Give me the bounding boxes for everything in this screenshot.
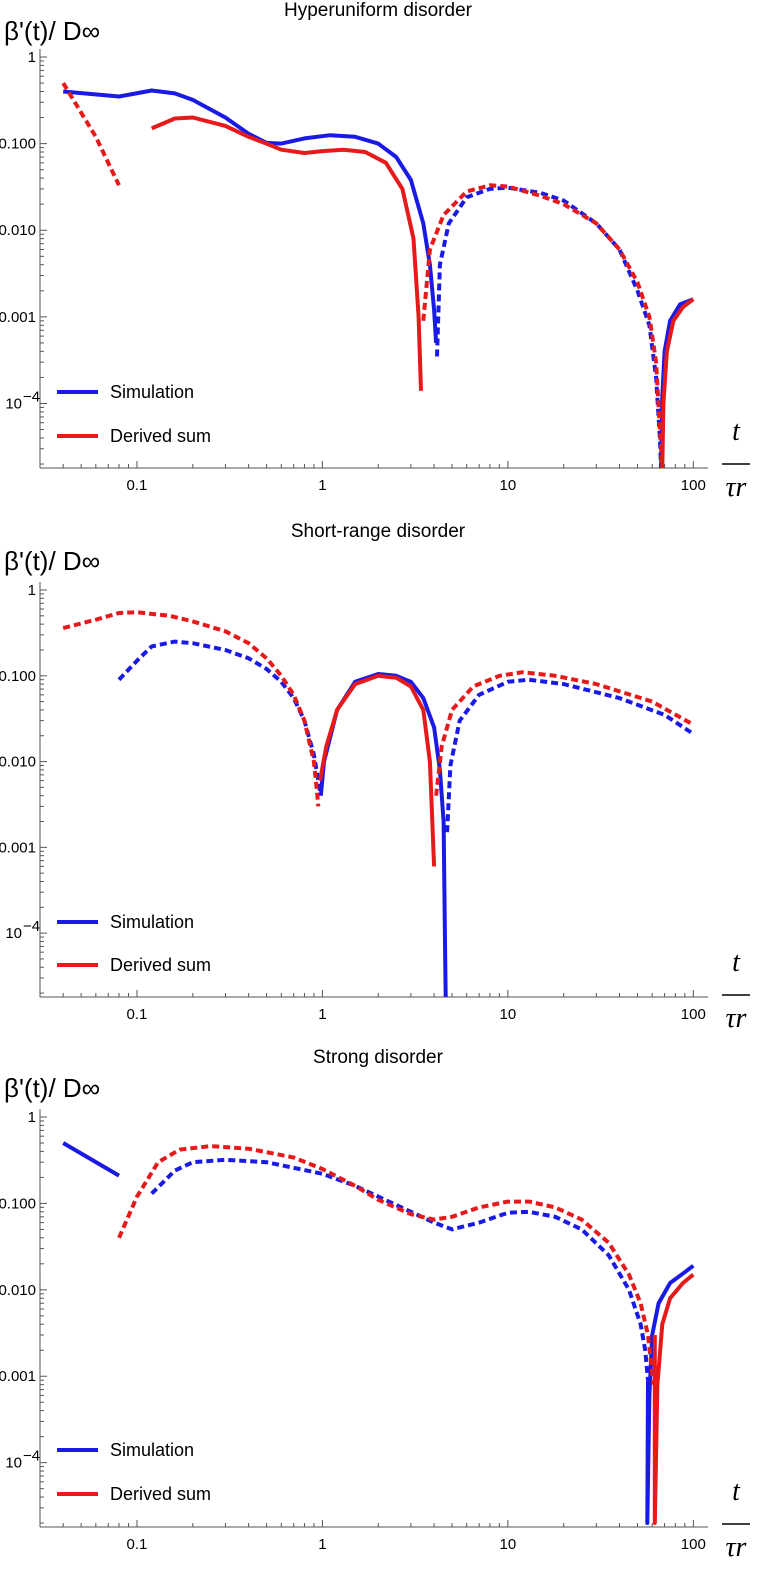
x-axis-label-numerator: t <box>732 1476 741 1507</box>
y-tick-label: 0.100 <box>0 668 36 685</box>
simulation-line-dashed <box>150 1157 650 1381</box>
legend-label: Derived sum <box>110 955 211 975</box>
derived-sum-line-dashed <box>61 82 121 187</box>
derived-sum-line-dashed <box>117 1144 656 1385</box>
x-tick-label: 1 <box>318 477 326 494</box>
panel-1: Hyperuniform disorder β'(t)/ D∞ 0.1 1 10 100 1… <box>0 0 750 503</box>
y-axis-label: β'(t)/ D∞ <box>4 16 100 46</box>
legend-label: Simulation <box>110 912 194 932</box>
derived-sum-line-solid <box>318 673 437 867</box>
derived-sum-line-dashed <box>62 610 321 807</box>
y-tick-label: 0.001 <box>0 309 36 326</box>
x-axis-label-numerator: t <box>732 947 741 978</box>
x-tick-label: 1 <box>318 1006 326 1023</box>
x-tick-label: 0.1 <box>127 1536 148 1553</box>
simulation-line-dashed <box>117 639 323 797</box>
x-tick-label: 1 <box>318 1536 326 1553</box>
x-tick-label: 100 <box>681 477 706 494</box>
x-tick-label: 10 <box>500 1006 517 1023</box>
x-tick-label: 0.1 <box>127 477 148 494</box>
simulation-line-solid <box>62 1141 121 1178</box>
chart-title: Hyperuniform disorder <box>284 0 473 21</box>
y-tick-label: 0.010 <box>0 222 36 239</box>
simulation-line-dashed <box>445 677 695 833</box>
derived-sum-line-solid <box>660 297 695 468</box>
y-tick-label: 1 <box>28 1109 36 1126</box>
legend-label: Derived sum <box>110 1484 211 1504</box>
y-tick-label: 0.010 <box>0 754 36 771</box>
series-group <box>62 610 695 997</box>
simulation-line-dashed <box>435 185 664 468</box>
y-axis-label: β'(t)/ D∞ <box>4 1073 100 1103</box>
chart-title: Short-range disorder <box>291 521 466 542</box>
derived-sum-line-solid <box>150 115 423 391</box>
x-axis-label-denominator: τr <box>726 472 747 503</box>
simulation-line-solid <box>63 88 439 344</box>
y-tick-label: 0.001 <box>0 839 36 856</box>
derived-sum-line-dashed <box>421 183 665 468</box>
chart-title: Strong disorder <box>313 1047 444 1068</box>
y-tick-label: 1 <box>28 49 36 66</box>
x-tick-label: 10 <box>500 1536 517 1553</box>
y-tick-label: 10 <box>5 1455 22 1472</box>
x-axis-label-denominator: τr <box>726 1532 747 1563</box>
x-tick-label: 0.1 <box>127 1006 148 1023</box>
x-axis-label-numerator: t <box>732 416 741 447</box>
y-tick-label: 10 <box>5 925 22 942</box>
x-axis-label-denominator: τr <box>726 1003 747 1034</box>
x-tick-label: 100 <box>681 1536 706 1553</box>
y-axis-label: β'(t)/ D∞ <box>4 546 100 576</box>
y-tick-exponent: −4 <box>23 1448 40 1465</box>
y-tick-label: 0.100 <box>0 136 36 153</box>
series-group <box>61 82 695 468</box>
series-group <box>62 1141 695 1525</box>
simulation-line-solid <box>318 672 448 997</box>
panel-3: Strong disorder β'(t)/ D∞ 0.1 1 10 100 1 0.100 0… <box>0 1047 750 1563</box>
simulation-line-solid <box>645 1264 695 1525</box>
x-tick-label: 10 <box>500 477 517 494</box>
legend-label: Simulation <box>110 382 194 402</box>
y-tick-label: 1 <box>28 582 36 599</box>
y-tick-label: 0.100 <box>0 1195 36 1212</box>
derived-sum-line-solid <box>652 1273 695 1525</box>
legend-label: Derived sum <box>110 426 211 446</box>
legend-label: Simulation <box>110 1440 194 1460</box>
y-tick-exponent: −4 <box>23 388 40 405</box>
y-tick-label: 0.010 <box>0 1282 36 1299</box>
x-tick-label: 100 <box>681 1006 706 1023</box>
y-tick-label: 10 <box>5 395 22 412</box>
y-tick-exponent: −4 <box>23 918 40 935</box>
derived-sum-line-dashed <box>434 670 695 796</box>
y-tick-label: 0.001 <box>0 1368 36 1385</box>
